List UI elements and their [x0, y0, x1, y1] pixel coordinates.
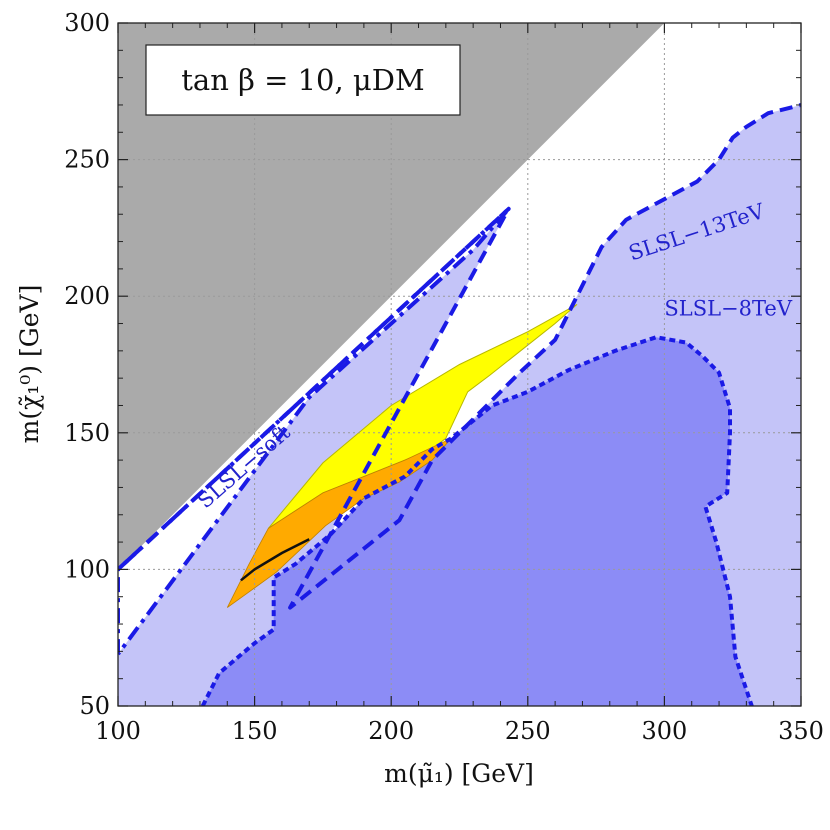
y-tick-label: 250	[64, 146, 110, 174]
y-axis-title: m(χ̃₁⁰) [GeV]	[15, 285, 44, 444]
axis-ticks	[117, 22, 802, 707]
plot-regions	[118, 23, 801, 706]
black-line	[240, 538, 310, 582]
x-axis-title: m(μ̃₁) [GeV]	[384, 759, 534, 788]
x-tick-label: 100	[95, 717, 141, 745]
y-tick-label: 150	[64, 419, 110, 447]
contour-slsl-8tev	[200, 335, 754, 706]
title-box-frame	[145, 44, 461, 116]
contour-slsl-soft	[118, 206, 511, 656]
plot-frame	[117, 22, 802, 707]
title-box: tan β = 10, μDM	[145, 44, 461, 116]
chart-title: tan β = 10, μDM	[181, 63, 424, 97]
x-tick-label: 300	[641, 717, 687, 745]
y-tick-label: 100	[64, 555, 110, 583]
y-tick-label: 200	[64, 282, 110, 310]
region-label: SLSL−8TeV	[664, 296, 792, 320]
x-tick-label: 200	[368, 717, 414, 745]
x-tick-label: 250	[505, 717, 551, 745]
x-tick-label: 350	[778, 717, 824, 745]
y-tick-label: 50	[79, 692, 110, 720]
y-tick-label: 300	[64, 9, 110, 37]
contour-lines	[118, 103, 801, 706]
x-tick-label: 150	[232, 717, 278, 745]
region-slsl-8tev	[202, 337, 752, 706]
